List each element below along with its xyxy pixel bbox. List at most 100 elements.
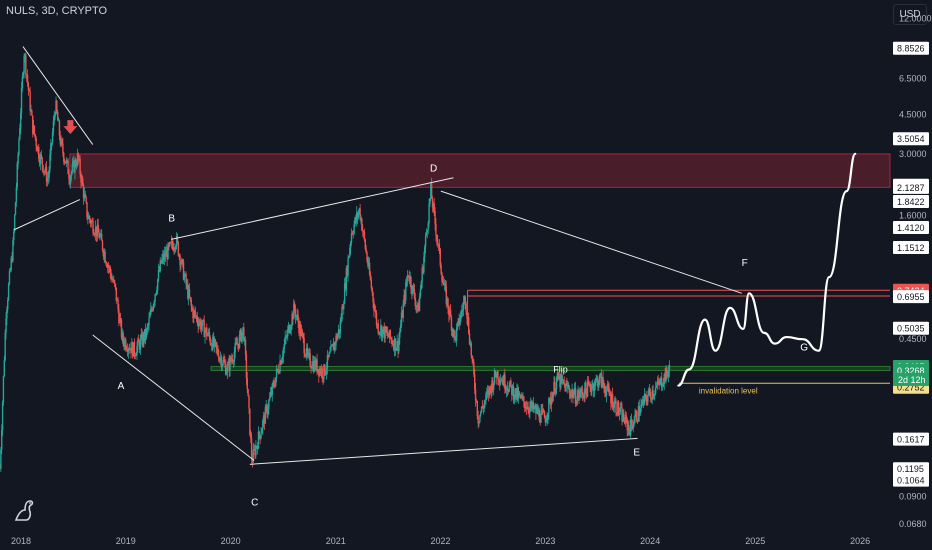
- candle-body: [561, 375, 563, 380]
- candle-body: [492, 380, 494, 390]
- candle-body: [372, 292, 374, 302]
- candle-body: [508, 385, 510, 392]
- candle-body: [89, 219, 92, 224]
- candle-body: [502, 379, 504, 386]
- candle-body: [399, 331, 401, 338]
- candle-body: [264, 407, 267, 424]
- candle-body: [470, 343, 472, 356]
- candle-body: [79, 159, 81, 174]
- candle-body: [32, 125, 35, 134]
- candle-body: [169, 242, 172, 244]
- candle-body: [366, 252, 368, 261]
- candle-body: [450, 316, 453, 331]
- candle-body: [124, 340, 126, 347]
- candle-body: [45, 167, 48, 182]
- candle-body: [594, 379, 597, 387]
- candle-body: [293, 303, 295, 320]
- candle-body: [654, 393, 656, 395]
- candle-body: [361, 218, 363, 231]
- candle-body: [221, 364, 223, 368]
- candle-body: [512, 386, 515, 400]
- candle-body: [397, 341, 399, 352]
- candle-body: [329, 351, 331, 353]
- candle-body: [48, 169, 50, 178]
- candle-body: [81, 178, 83, 183]
- candle-body: [175, 235, 178, 246]
- candle-body: [516, 388, 518, 398]
- candle-body: [495, 376, 497, 378]
- candle-body: [568, 387, 571, 393]
- candle-body: [599, 373, 602, 375]
- candle-body: [616, 412, 618, 416]
- candle-body: [123, 341, 125, 347]
- candle-body: [427, 223, 429, 231]
- support-zone: [210, 365, 891, 371]
- countdown-label: 2d 12h: [898, 375, 926, 385]
- candle-body: [152, 304, 155, 311]
- candle-body: [47, 177, 49, 179]
- candle-body: [617, 402, 619, 416]
- candle-body: [200, 325, 203, 330]
- candle-body: [159, 260, 161, 272]
- candle-body: [660, 377, 662, 380]
- candle-body: [224, 361, 226, 364]
- candle-body: [445, 286, 447, 305]
- candle-body: [312, 361, 314, 369]
- candle-body: [526, 406, 528, 410]
- candle-body: [281, 359, 283, 365]
- candle-body: [489, 386, 491, 388]
- candle-body: [250, 438, 253, 459]
- candle-body: [60, 139, 62, 145]
- candle-body: [151, 309, 154, 311]
- candle-body: [586, 389, 588, 397]
- projection-path: [677, 152, 857, 387]
- candle-body: [542, 409, 544, 412]
- candle-body: [181, 259, 183, 264]
- trend-line: [13, 199, 81, 231]
- candle-body: [314, 360, 317, 369]
- candle-body: [488, 386, 491, 396]
- candle-body: [13, 214, 16, 232]
- candle-body: [251, 458, 254, 463]
- candle-body: [52, 120, 55, 133]
- candle-body: [306, 347, 308, 357]
- candle-body: [439, 248, 441, 266]
- candle-body: [195, 316, 198, 317]
- candle-body: [350, 233, 353, 243]
- candle-body: [320, 368, 323, 374]
- candle-body: [24, 55, 26, 56]
- candle-body: [611, 393, 614, 409]
- candle-body: [542, 411, 545, 413]
- candle-body: [113, 280, 116, 284]
- candle-body: [189, 296, 192, 300]
- candle-body: [64, 161, 67, 164]
- candle-body: [119, 318, 122, 321]
- candle-body: [271, 383, 273, 395]
- candle-body: [411, 288, 413, 294]
- candle-body: [178, 255, 180, 256]
- currency-button[interactable]: USD: [893, 4, 927, 25]
- candle-body: [443, 283, 446, 286]
- candle-body: [198, 322, 200, 327]
- candle-body: [82, 185, 85, 199]
- candle-body: [579, 388, 582, 394]
- candle-body: [322, 377, 324, 379]
- candle-body: [225, 372, 228, 375]
- candle-body: [305, 355, 307, 357]
- candle-body: [606, 384, 609, 390]
- candle-body: [250, 435, 252, 439]
- candle-body: [94, 234, 96, 236]
- candle-body: [263, 415, 266, 424]
- candle-body: [340, 319, 342, 322]
- candle-body: [243, 327, 245, 341]
- candle-body: [666, 367, 668, 374]
- candle-body: [173, 248, 175, 251]
- x-tick-label: 2020: [221, 536, 241, 546]
- candle-body: [530, 401, 532, 407]
- candle-body: [299, 324, 302, 337]
- candle-body: [258, 431, 261, 436]
- candle-body: [318, 369, 320, 376]
- candle-body: [172, 245, 174, 251]
- candle-body: [393, 338, 396, 350]
